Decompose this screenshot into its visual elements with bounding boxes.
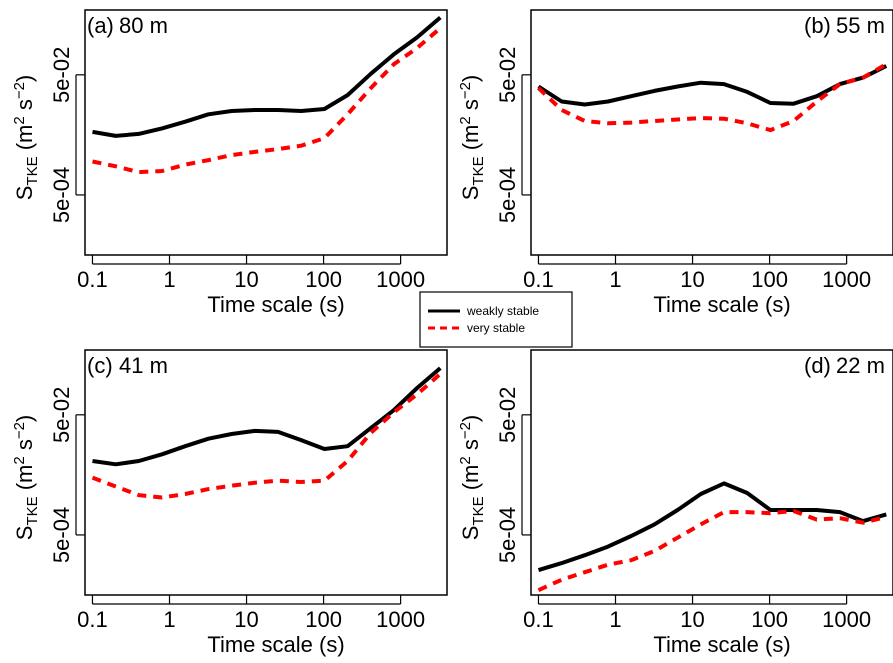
y-axis-label-part: s [458,99,483,116]
panel-b: 0.1 1 10 100 1000 Time scale (s) 5e-04 5e-02 STK… [457,9,893,317]
y-axis-label-part: S [12,526,37,541]
y-axis-label-part: s [12,99,37,116]
y-axis-label-part: TKE [24,496,41,525]
y-axis-label-part: S [12,186,37,201]
series-line-very-stable [537,509,887,593]
y-tick-label: 5e-02 [495,47,520,103]
legend: weakly stable very stable [419,291,573,348]
series-line-weakly-stable [537,64,888,107]
y-axis-label-part: ) [458,75,483,82]
series-line-weakly-stable [92,15,442,138]
panel-label: (d) [804,353,831,378]
y-axis-label-part: S [458,186,483,201]
plot-frame [530,9,893,256]
series-line-very-stable [537,62,888,133]
y-tick-label: 5e-04 [49,167,74,223]
y-tick-label: 5e-04 [49,507,74,563]
y-axis-label-part: −2 [457,82,474,99]
y-axis-label-part: S [458,526,483,541]
y-axis-label-part: (m [458,465,483,497]
x-axis-label: Time scale (s) [653,632,790,657]
x-axis-label: Time scale (s) [207,632,344,657]
y-axis-label-part: −2 [457,422,474,439]
x-tick-label: 1 [163,607,175,632]
x-tick-label: 100 [305,607,342,632]
panel-c: 0.1 1 10 100 1000 Time scale (s) 5e-04 5e-02 STK… [11,349,448,657]
x-tick-label: 0.1 [523,267,554,292]
x-axis-label: Time scale (s) [207,292,344,317]
y-axis-label-part: ) [12,415,37,422]
panel-label: (c) [87,353,113,378]
y-axis-label-part: 2 [457,116,474,124]
y-axis-label-part: TKE [470,156,487,185]
x-tick-label: 0.1 [77,267,108,292]
y-axis-label-part: s [12,439,37,456]
x-tick-label: 0.1 [77,607,108,632]
plot-frame [84,349,448,596]
y-axis-label: STKE (m2 s−2) [457,415,487,541]
y-axis-label-part: −2 [11,82,28,99]
x-tick-label: 1000 [376,267,425,292]
panel-label: (b) [804,13,831,38]
x-tick-label: 10 [234,267,258,292]
y-axis-label-part: −2 [11,422,28,439]
y-tick-label: 5e-02 [49,47,74,103]
series-line-very-stable [92,26,442,175]
panel-height-label: 80 m [119,13,168,38]
x-tick-label: 100 [751,267,788,292]
x-tick-label: 100 [751,607,788,632]
x-tick-label: 1000 [822,607,871,632]
y-tick-label: 5e-02 [495,387,520,443]
legend-box [419,291,573,348]
series-line-weakly-stable [537,481,887,573]
legend-label: very stable [467,321,525,335]
y-axis-label-part: s [458,439,483,456]
y-tick-label: 5e-02 [49,387,74,443]
panel-height-label: 55 m [836,13,885,38]
x-axis-label: Time scale (s) [653,292,790,317]
x-tick-label: 1 [609,267,621,292]
plot-frame [84,9,448,256]
y-tick-label: 5e-04 [495,507,520,563]
panel-height-label: 41 m [119,353,168,378]
x-tick-label: 1 [609,607,621,632]
y-axis-label: STKE (m2 s−2) [11,75,41,201]
y-tick-label: 5e-04 [495,167,520,223]
x-tick-label: 1000 [376,607,425,632]
y-axis-label: STKE (m2 s−2) [457,75,487,201]
x-tick-label: 1 [163,267,175,292]
x-tick-label: 10 [234,607,258,632]
y-axis-label-part: 2 [11,456,28,464]
panel-height-label: 22 m [836,353,885,378]
y-axis-label-part: (m [458,125,483,157]
x-tick-label: 10 [680,267,704,292]
legend-label: weakly stable [466,304,539,318]
y-axis-label-part: 2 [11,116,28,124]
panel-a: 0.1 1 10 100 1000 Time scale (s) 5e-04 5e-02 STK… [11,9,448,317]
series-line-weakly-stable [92,366,442,467]
y-axis-label-part: ) [458,415,483,422]
y-axis-label-part: 2 [457,456,474,464]
y-axis-label-part: ) [12,75,37,82]
x-tick-label: 1000 [822,267,871,292]
panel-label: (a) [87,13,114,38]
plot-frame [530,349,893,596]
x-tick-label: 10 [680,607,704,632]
series-line-very-stable [91,372,442,500]
panel-d: 0.1 1 10 100 1000 Time scale (s) 5e-04 5e-02 STK… [457,349,893,657]
y-axis-label-part: TKE [24,156,41,185]
y-axis-label-part: TKE [470,496,487,525]
x-tick-label: 0.1 [523,607,554,632]
y-axis-label: STKE (m2 s−2) [11,415,41,541]
x-tick-label: 100 [305,267,342,292]
y-axis-label-part: (m [12,125,37,157]
y-axis-label-part: (m [12,465,37,497]
